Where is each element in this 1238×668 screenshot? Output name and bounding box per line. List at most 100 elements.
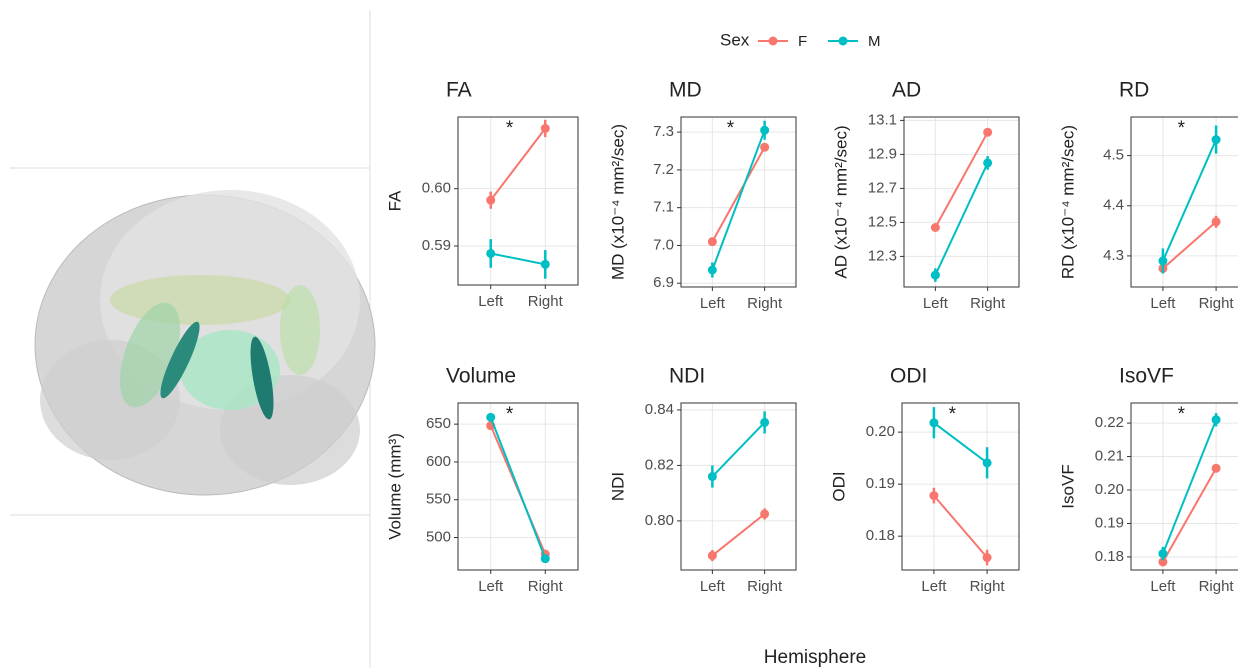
series-line xyxy=(490,252,546,266)
y-axis-label: MD (x10⁻⁴ mm²/sec) xyxy=(608,124,627,280)
point xyxy=(707,265,717,275)
panel-border xyxy=(680,402,797,571)
panel-border xyxy=(903,116,1020,288)
point xyxy=(486,195,496,205)
y-tick-label: 0.18 xyxy=(866,527,895,544)
y-axis-label: Volume (mm³) xyxy=(385,433,404,540)
point xyxy=(760,125,770,135)
y-tick-label: 550 xyxy=(426,491,451,508)
point xyxy=(930,223,940,232)
point xyxy=(707,551,717,561)
y-tick-label: 0.18 xyxy=(1095,548,1124,565)
plot-panel xyxy=(1131,117,1238,287)
series-line xyxy=(489,127,547,201)
x-tick-label: Right xyxy=(1199,295,1235,312)
panel-border xyxy=(1130,402,1238,571)
x-tick-label: Left xyxy=(700,295,726,312)
chart-title: IsoVF xyxy=(1119,365,1174,388)
series-line xyxy=(711,146,766,243)
annotation: * xyxy=(949,404,957,425)
y-tick-label: 12.7 xyxy=(868,179,897,196)
y-tick-label: 7.1 xyxy=(653,199,674,216)
x-axis-label: Hemisphere xyxy=(764,647,866,668)
x-tick-label: Left xyxy=(1150,295,1176,312)
point xyxy=(540,123,550,133)
point xyxy=(540,554,550,564)
point xyxy=(982,553,992,563)
point xyxy=(929,418,939,428)
y-axis-label: ODI xyxy=(829,471,848,501)
chart-title: RD xyxy=(1119,79,1149,102)
point xyxy=(486,412,496,422)
y-tick-label: 600 xyxy=(426,453,451,470)
point xyxy=(1211,415,1221,425)
legend-label: F xyxy=(798,33,807,50)
y-tick-label: 7.3 xyxy=(653,123,674,140)
annotation: * xyxy=(1178,118,1186,139)
plot-panel xyxy=(681,403,796,570)
y-tick-label: 0.82 xyxy=(645,456,674,473)
series-line xyxy=(933,421,988,464)
x-tick-label: Right xyxy=(747,295,783,312)
y-tick-label: 12.5 xyxy=(868,213,897,230)
panel-border xyxy=(901,402,1020,571)
y-tick-label: 6.9 xyxy=(653,274,674,291)
y-tick-label: 4.4 xyxy=(1103,197,1124,214)
y-tick-label: 0.60 xyxy=(422,180,451,197)
series-line xyxy=(711,421,766,478)
point xyxy=(1158,256,1168,266)
legend-label: M xyxy=(868,33,881,50)
y-tick-label: 0.19 xyxy=(866,475,895,492)
y-tick-label: 7.0 xyxy=(653,236,674,253)
plot-panel xyxy=(458,117,578,285)
legend-marker xyxy=(768,36,778,46)
annotation: * xyxy=(1178,404,1186,425)
panel-border xyxy=(680,116,797,288)
y-tick-label: 4.3 xyxy=(1103,247,1124,264)
plot-panel xyxy=(902,403,1019,570)
y-tick-label: 0.21 xyxy=(1095,448,1124,465)
x-tick-label: Left xyxy=(478,293,504,310)
point xyxy=(1211,135,1221,145)
chart-title: Volume xyxy=(446,365,516,388)
y-tick-label: 4.5 xyxy=(1103,147,1124,164)
y-tick-label: 0.80 xyxy=(645,512,674,529)
y-tick-label: 12.9 xyxy=(868,145,897,162)
series-line xyxy=(711,513,766,557)
legend-title: Sex xyxy=(720,30,750,49)
series-line xyxy=(934,131,989,228)
x-tick-label: Left xyxy=(700,578,726,595)
x-tick-label: Left xyxy=(921,578,947,595)
chart-title: ODI xyxy=(890,365,927,388)
point xyxy=(760,142,770,152)
annotation: * xyxy=(727,118,735,139)
panel-border xyxy=(1130,116,1238,288)
point xyxy=(930,270,940,280)
x-tick-label: Right xyxy=(747,578,783,595)
chart-title: FA xyxy=(446,79,472,102)
series-line xyxy=(933,494,988,559)
point xyxy=(1158,549,1168,559)
x-tick-label: Right xyxy=(528,578,564,595)
y-tick-label: 0.20 xyxy=(866,423,895,440)
point xyxy=(983,127,993,137)
y-axis-label: IsoVF xyxy=(1058,464,1077,508)
series-line xyxy=(489,416,547,560)
panel-border xyxy=(457,402,579,571)
x-tick-label: Right xyxy=(1199,578,1235,595)
legend-marker xyxy=(838,36,848,46)
x-tick-label: Left xyxy=(1150,578,1176,595)
point xyxy=(760,509,770,519)
y-axis-label: AD (x10⁻⁴ mm²/sec) xyxy=(831,125,850,278)
series-line xyxy=(1161,139,1218,262)
point xyxy=(707,237,717,247)
series-line xyxy=(1162,221,1217,270)
point xyxy=(1211,217,1221,227)
point xyxy=(540,259,550,269)
x-tick-label: Left xyxy=(923,295,949,312)
y-tick-label: 0.20 xyxy=(1095,481,1124,498)
brain-image xyxy=(10,10,376,668)
point xyxy=(486,248,496,258)
point xyxy=(983,158,993,168)
